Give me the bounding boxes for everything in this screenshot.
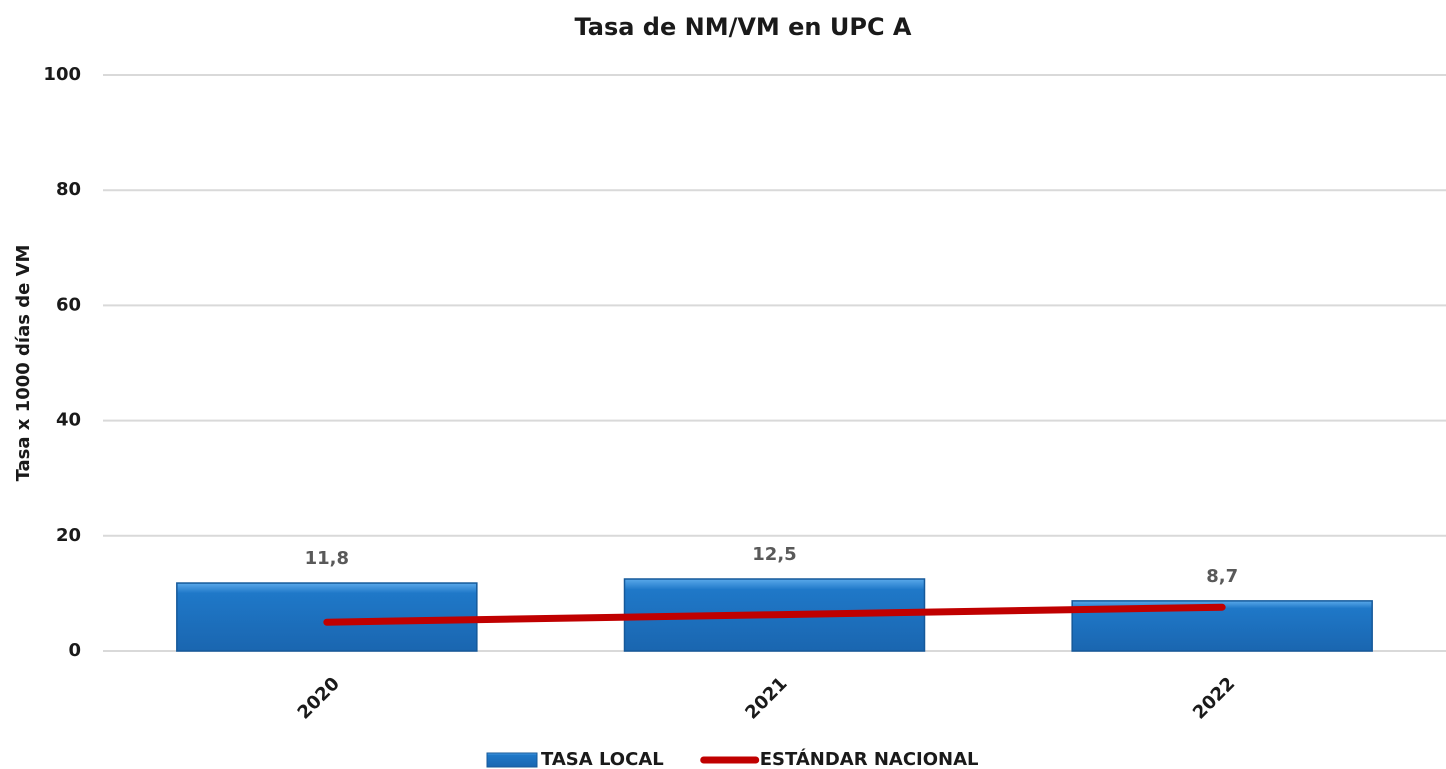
- y-tick-label: 20: [56, 525, 81, 546]
- data-label: 8,7: [1206, 566, 1238, 587]
- legend-label: ESTÁNDAR NACIONAL: [760, 748, 979, 769]
- data-label: 11,8: [305, 548, 349, 569]
- line: [323, 603, 1226, 626]
- x-tick-label: 2022: [1189, 673, 1239, 723]
- y-axis-label: Tasa x 1000 días de VM: [13, 245, 34, 482]
- x-tick-label: 2021: [741, 673, 791, 723]
- bar: [176, 582, 478, 652]
- y-tick-label: 40: [56, 410, 81, 431]
- x-tick-label: 2020: [294, 673, 344, 723]
- y-tick-label: 60: [56, 294, 81, 315]
- legend-label: TASA LOCAL: [541, 749, 664, 769]
- y-tick-label: 80: [56, 179, 81, 200]
- chart-title: Tasa de NM/VM en UPC A: [574, 13, 911, 41]
- y-tick-label: 0: [68, 640, 81, 661]
- data-label: 12,5: [752, 544, 796, 565]
- legend-swatch: [486, 752, 538, 768]
- y-tick-label: 100: [43, 64, 81, 85]
